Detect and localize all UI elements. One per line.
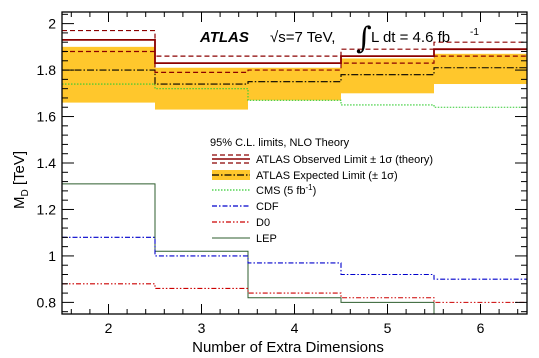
series-d0-line bbox=[62, 283, 527, 303]
x-tick-label: 4 bbox=[291, 320, 299, 336]
y-axis-title: MD [TeV] bbox=[11, 151, 31, 209]
x-tick-label: 2 bbox=[105, 320, 113, 336]
y-axis-title-unit: [TeV] bbox=[11, 151, 28, 189]
legend-entry-observed: ATLAS Observed Limit ± 1σ (theory) bbox=[212, 154, 433, 166]
y-axis-title-sub: D bbox=[20, 189, 31, 196]
legend-label-observed: ATLAS Observed Limit ± 1σ (theory) bbox=[256, 154, 433, 166]
expected-band-bin bbox=[62, 46, 155, 103]
legend-title: 95% C.L. limits, NLO Theory bbox=[210, 137, 350, 149]
series-layer bbox=[62, 29, 527, 314]
x-axis-title: Number of Extra Dimensions bbox=[192, 339, 384, 356]
legend: 95% C.L. limits, NLO Theory ATLAS Observ… bbox=[210, 137, 433, 245]
expected-band-bin bbox=[341, 58, 434, 94]
y-tick-label: 0.8 bbox=[37, 294, 57, 310]
legend-label-expected: ATLAS Expected Limit (± 1σ) bbox=[256, 170, 398, 182]
legend-label-cdf: CDF bbox=[256, 201, 279, 213]
legend-label-d0: D0 bbox=[256, 217, 270, 229]
series-cms-line bbox=[62, 83, 527, 108]
y-tick-label: 1.2 bbox=[37, 201, 57, 217]
expected-band-bin bbox=[248, 67, 341, 101]
expected-band-bin bbox=[434, 53, 527, 85]
legend-label-cms: CMS (5 fb-1) bbox=[256, 183, 316, 197]
luminosity-label: L dt = 4.6 fb bbox=[371, 29, 450, 46]
legend-entry-cms: CMS (5 fb-1) bbox=[212, 183, 316, 197]
legend-entry-lep: LEP bbox=[212, 233, 277, 245]
legend-entry-expected: ATLAS Expected Limit (± 1σ) bbox=[212, 170, 398, 182]
series-observed-line bbox=[62, 38, 527, 65]
legend-label-cms-sup: -1 bbox=[306, 183, 314, 192]
y-axis-title-main: M bbox=[11, 197, 28, 210]
integral-sign: ∫ bbox=[356, 21, 372, 56]
legend-entry-cdf: CDF bbox=[212, 201, 279, 213]
x-tick-label: 5 bbox=[384, 320, 392, 336]
x-tick-label: 3 bbox=[198, 320, 206, 336]
x-tick-label: 6 bbox=[477, 320, 485, 336]
y-tick-label: 1.8 bbox=[37, 62, 57, 78]
header-annotation: ATLAS √s=7 TeV, ∫ L dt = 4.6 fb -1 bbox=[199, 21, 479, 56]
experiment-label: ATLAS bbox=[199, 29, 249, 46]
legend-label-lep: LEP bbox=[256, 233, 277, 245]
y-tick-label: 1.4 bbox=[37, 155, 57, 171]
energy-label: √s=7 TeV, bbox=[270, 29, 335, 46]
tick-layer: 2 3 4 5 6 0.8 1 1.2 1.4 1.6 1.8 2 bbox=[37, 12, 527, 336]
y-tick-label: 2 bbox=[48, 16, 56, 32]
legend-label-cms-end: ) bbox=[313, 185, 317, 197]
series-lep-line bbox=[62, 183, 435, 314]
y-tick-label: 1 bbox=[48, 248, 56, 264]
series-cdf-line bbox=[62, 236, 527, 280]
luminosity-exponent: -1 bbox=[470, 27, 479, 38]
legend-label-cms-main: CMS (5 fb bbox=[256, 185, 306, 197]
y-tick-label: 1.6 bbox=[37, 109, 57, 125]
legend-entry-d0: D0 bbox=[212, 217, 270, 229]
